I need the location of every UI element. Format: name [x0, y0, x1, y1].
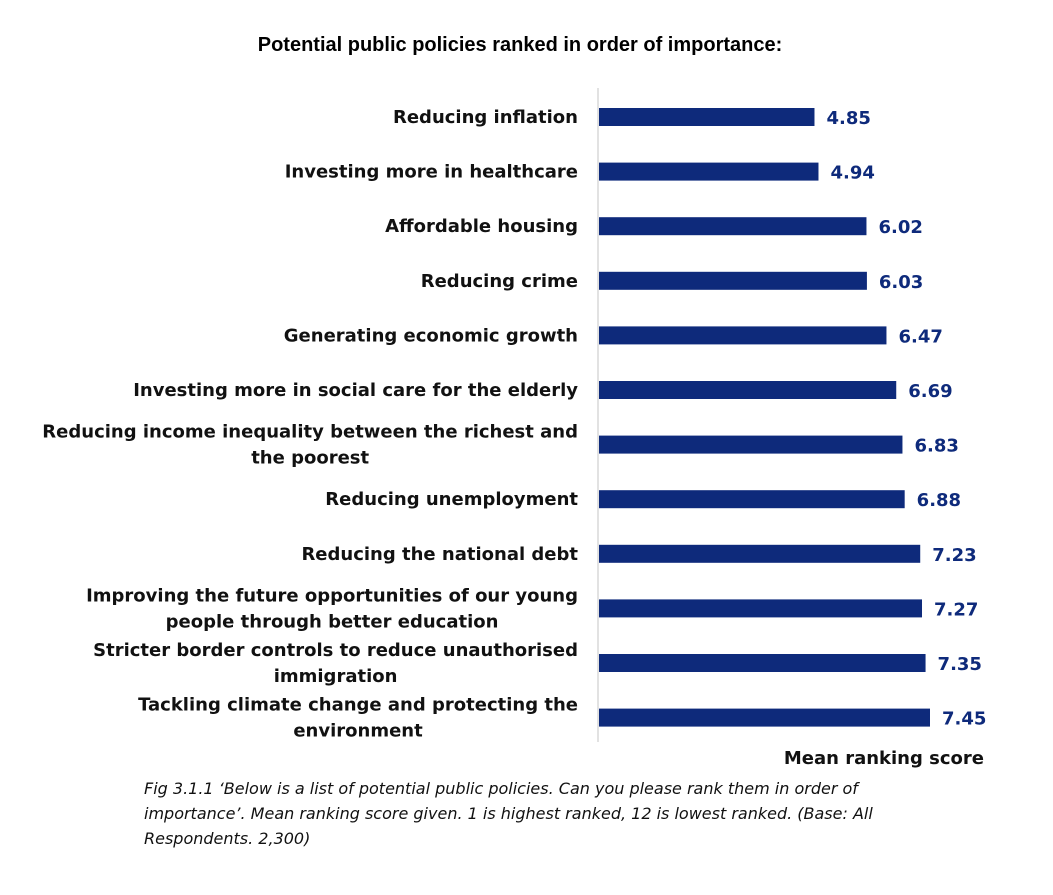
value-label: 6.69 [908, 381, 952, 402]
value-label: 4.94 [830, 163, 874, 184]
bar [599, 162, 819, 181]
value-label: 6.47 [898, 326, 942, 347]
category-label-line: environment [293, 721, 423, 742]
category-label-line: Reducing inflation [393, 107, 578, 128]
category-label-line: Generating economic growth [284, 325, 578, 346]
bar [599, 381, 897, 399]
category-labels-group: Reducing inflation Investing more in heal… [42, 107, 578, 742]
category-label: Investing more in social care for the el… [133, 380, 578, 401]
category-label-line: Stricter border controls to reduce unaut… [93, 640, 578, 661]
category-label: Reducing unemployment [325, 489, 578, 510]
category-label: Reducing the national debt [301, 544, 578, 565]
category-label-line: Improving the future opportunities of ou… [86, 585, 578, 606]
category-label-line: Reducing the national debt [301, 544, 578, 565]
chart-title: Potential public policies ranked in orde… [257, 34, 783, 56]
bars-group [599, 108, 930, 727]
category-label-line: the poorest [251, 448, 369, 469]
category-label-line: Affordable housing [385, 216, 578, 237]
bar [599, 271, 867, 290]
value-label: 7.45 [942, 709, 986, 730]
bar [599, 599, 923, 618]
category-label: Stricter border controls to reduce unaut… [93, 640, 578, 687]
category-label: Investing more in healthcare [285, 162, 578, 183]
value-label: 7.27 [934, 599, 978, 620]
value-label: 7.35 [938, 654, 982, 675]
bar [599, 435, 903, 454]
category-label-line: people through better education [166, 611, 499, 632]
category-label: Reducing income inequality between the r… [42, 422, 578, 469]
value-label: 7.23 [932, 545, 976, 566]
category-label-line: Investing more in healthcare [285, 162, 578, 183]
category-label: Generating economic growth [284, 325, 578, 346]
category-label: Tackling climate change and protecting t… [138, 695, 578, 742]
value-label: 6.83 [914, 436, 958, 457]
category-label: Reducing crime [421, 271, 578, 292]
category-label-line: Tackling climate change and protecting t… [138, 695, 578, 716]
category-label-line: Investing more in social care for the el… [133, 380, 578, 401]
category-label-line: Reducing unemployment [325, 489, 578, 510]
value-label: 6.88 [917, 490, 961, 511]
bar [599, 217, 867, 236]
category-label: Affordable housing [385, 216, 578, 237]
bar [599, 708, 930, 727]
category-label-line: Reducing crime [421, 271, 578, 292]
category-label: Improving the future opportunities of ou… [86, 585, 578, 632]
value-label: 4.85 [826, 108, 870, 129]
bar [599, 654, 926, 672]
bar [599, 490, 905, 509]
figure-caption: Fig 3.1.1 ‘Below is a list of potential … [144, 779, 873, 848]
value-label: 6.03 [879, 272, 923, 293]
x-axis-title: Mean ranking score [783, 748, 984, 769]
category-label-line: Reducing income inequality between the r… [42, 422, 578, 443]
category-label: Reducing inflation [393, 107, 578, 128]
category-label-line: immigration [274, 666, 398, 687]
value-label: 6.02 [878, 217, 922, 238]
bar [599, 326, 887, 345]
value-labels-group: 4.85 4.94 6.02 6.03 6.47 6.69 6.83 6.88 7.23 7.27… [826, 108, 986, 730]
bar [599, 544, 921, 563]
bar [599, 108, 815, 126]
